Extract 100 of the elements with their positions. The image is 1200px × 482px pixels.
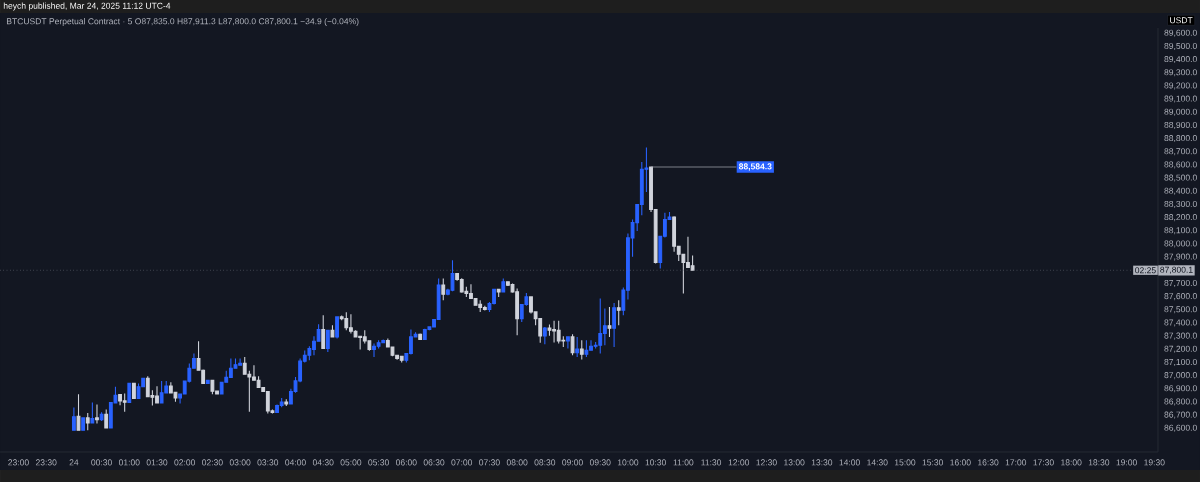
y-tick-label: 89,300.0: [1164, 69, 1197, 77]
candlestick: [95, 404, 99, 425]
candlestick: [496, 288, 501, 298]
x-tick-label: 05:00: [340, 459, 362, 466]
candlestick: [99, 411, 104, 422]
x-tick-label: 09:30: [589, 459, 611, 466]
candlestick: [76, 393, 81, 431]
candlestick: [542, 326, 547, 345]
candlestick: [418, 332, 423, 341]
candlestick: [71, 406, 76, 431]
y-tick-label: 89,100.0: [1164, 95, 1197, 103]
x-tick-label: 17:30: [1033, 459, 1054, 466]
y-tick-label: 87,400.0: [1164, 319, 1197, 327]
candlestick: [210, 379, 215, 395]
candlestick: [104, 409, 109, 429]
candlestick: [570, 333, 575, 356]
candlestick: [556, 320, 561, 345]
x-tick-label: 18:00: [1061, 459, 1082, 466]
candlestick: [584, 339, 589, 358]
candlestick: [284, 398, 289, 407]
candlestick: [612, 302, 617, 348]
y-tick-label: 87,500.0: [1164, 306, 1197, 314]
x-tick-label: 18:30: [1088, 459, 1110, 466]
x-tick-label: 07:30: [479, 459, 500, 466]
y-tick-label: 88,600.0: [1164, 161, 1197, 169]
candlestick: [381, 338, 386, 344]
y-tick-label: 87,600.0: [1164, 293, 1197, 301]
y-tick-label: 89,400.0: [1164, 56, 1197, 64]
x-tick-label: 08:30: [534, 459, 556, 466]
x-tick-label: 13:30: [811, 459, 833, 466]
candlestick: [575, 336, 580, 358]
y-tick-label: 87,900.0: [1164, 253, 1197, 261]
x-tick-label: 14:00: [839, 459, 860, 466]
ref-line-label: 87,800.1: [1160, 266, 1193, 274]
y-tick-label: 88,000.0: [1164, 240, 1197, 248]
x-tick-label: 13:00: [784, 459, 805, 466]
x-tick-label: 02:30: [202, 459, 223, 466]
candlestick: [441, 278, 446, 301]
y-tick-label: 87,700.0: [1164, 279, 1197, 287]
x-tick-label: 07:00: [451, 459, 473, 466]
x-tick-label: 05:30: [368, 459, 389, 466]
x-tick-label: 15:30: [922, 459, 944, 466]
candlestick: [459, 277, 464, 294]
y-tick-label: 89,200.0: [1164, 82, 1197, 90]
candlestick: [422, 328, 427, 341]
chart-title: heych published, Mar 24, 2025 11:12 UTC-4: [3, 2, 171, 11]
candlestick: [265, 391, 270, 415]
candlestick: [335, 316, 339, 340]
x-tick-label: 14:30: [867, 459, 888, 466]
text: USDT: [1170, 17, 1193, 24]
x-tick-label: 23:30: [35, 459, 57, 466]
annotation: 02:25: [1135, 267, 1156, 274]
x-tick-label: 03:30: [257, 459, 279, 466]
y-tick-label: 86,600.0: [1164, 424, 1197, 432]
candlestick: [127, 382, 132, 404]
candlestick: [598, 298, 603, 355]
y-tick-label: 88,800.0: [1164, 135, 1197, 143]
x-tick-label: 16:00: [950, 459, 971, 466]
x-tick-label: 10:30: [645, 459, 666, 466]
candlestick: [607, 306, 612, 338]
x-tick-label: 19:00: [1116, 459, 1137, 466]
y-tick-label: 88,400.0: [1164, 187, 1197, 195]
y-tick-label: 87,000.0: [1164, 372, 1197, 380]
y-tick-label: 88,200.0: [1164, 214, 1197, 222]
y-tick-label: 88,300.0: [1164, 200, 1197, 208]
y-tick-label: 86,700.0: [1164, 411, 1197, 419]
x-tick-label: 01:30: [146, 459, 168, 466]
y-tick-label: 89,500.0: [1164, 42, 1197, 50]
x-tick-label: 02:00: [174, 459, 196, 466]
x-tick-label: 24: [69, 459, 79, 466]
x-tick-label: 00:30: [91, 459, 112, 466]
candlestick: [85, 412, 90, 431]
y-tick-label: 86,900.0: [1164, 385, 1197, 393]
candlestick: [321, 314, 326, 350]
x-tick-label: 06:30: [423, 459, 445, 466]
candlestick: [501, 278, 506, 293]
y-tick-label: 89,000.0: [1164, 108, 1197, 116]
x-tick-label: 23:00: [8, 459, 29, 466]
x-tick-label: 11:30: [701, 459, 722, 466]
y-tick-label: 88,500.0: [1164, 174, 1197, 182]
candlestick: [478, 299, 483, 313]
x-tick-label: 06:00: [395, 459, 417, 466]
x-tick-label: 03:00: [229, 459, 251, 466]
candlestick: [566, 336, 570, 350]
x-tick-label: 16:30: [978, 459, 999, 466]
candlestick: [205, 379, 210, 385]
chart-subtitle: BTCUSDT Perpetual Contract · 5 O87,835.0 H87,911.3 L87,800.0 C87,800.1 −34.9 (−0.04%): [6, 18, 359, 26]
annotation: 88,584.3: [738, 163, 772, 171]
x-tick-label: 17:00: [1005, 459, 1027, 466]
candlestick: [450, 259, 455, 292]
y-tick-label: 88,100.0: [1164, 227, 1197, 235]
y-tick-label: 88,700.0: [1164, 148, 1197, 156]
y-tick-label: 88,900.0: [1164, 121, 1197, 129]
y-tick-label: 87,200.0: [1164, 345, 1197, 353]
y-tick-label: 86,800.0: [1164, 398, 1197, 406]
candlestick: [330, 324, 335, 338]
x-tick-label: 09:00: [562, 459, 583, 466]
candlestick: [616, 299, 621, 326]
x-tick-label: 11:00: [673, 459, 694, 466]
candlestick: [131, 382, 136, 400]
